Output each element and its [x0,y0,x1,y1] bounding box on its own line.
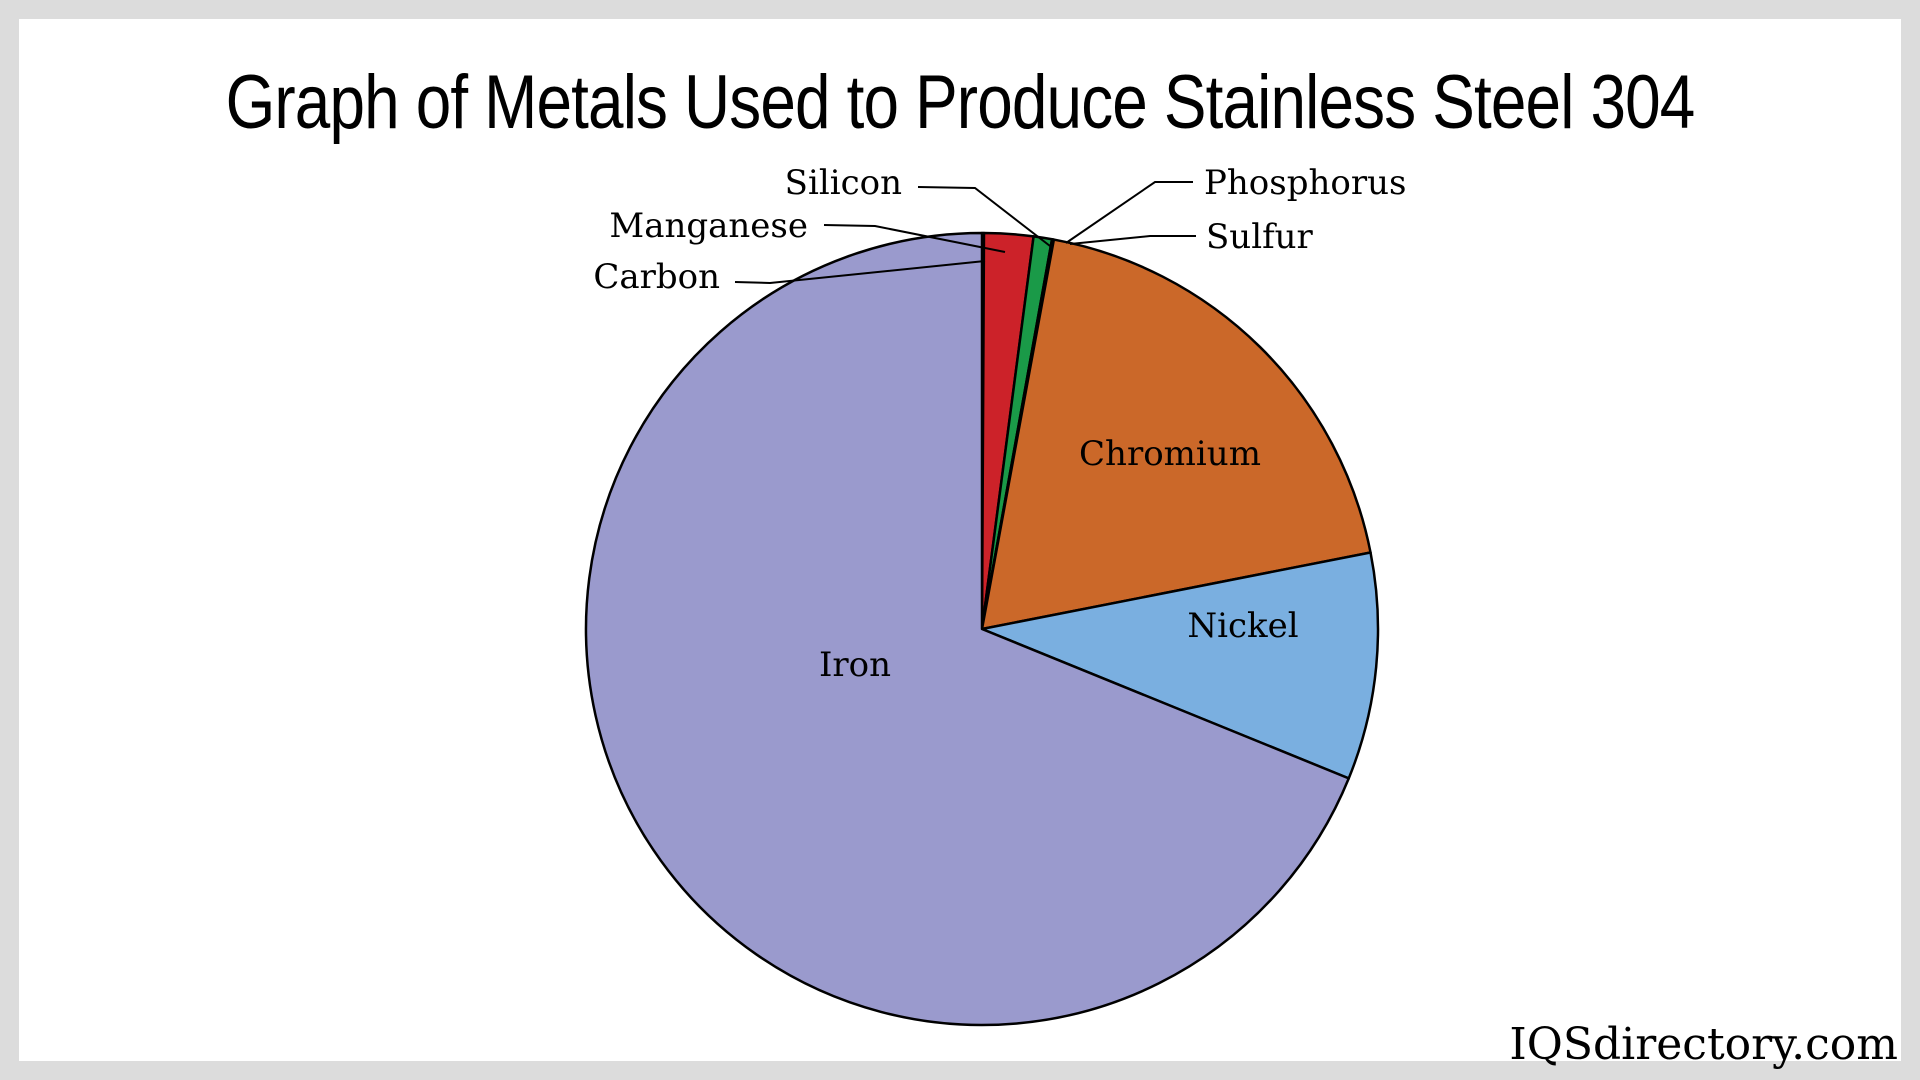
pie-slice-iron [584,231,1350,1027]
leader-line-manganese [823,224,1006,253]
site-watermark: IQSdirectory.com [1509,1019,1898,1070]
slice-label-chromium: Chromium [1079,434,1261,474]
pie-slice-nickel [980,551,1380,780]
leader-line-carbon [734,260,986,285]
slice-label-phosphorus: Phosphorus [1204,163,1406,203]
leader-lines [734,181,1196,285]
slice-label-iron: Iron [819,645,891,685]
pie-slices [584,231,1380,1027]
leader-line-silicon [917,186,1051,247]
leader-line-phosphorus [1065,181,1193,244]
slice-label-sulfur: Sulfur [1206,217,1314,257]
slice-label-carbon: Carbon [593,257,720,297]
slice-label-manganese: Manganese [609,206,808,246]
slice-label-silicon: Silicon [785,163,902,203]
chart-title: Graph of Metals Used to Produce Stainles… [225,60,1696,145]
pie-slice-chromium [980,238,1372,631]
leader-line-sulfur [1069,235,1196,245]
slice-label-nickel: Nickel [1187,606,1298,646]
